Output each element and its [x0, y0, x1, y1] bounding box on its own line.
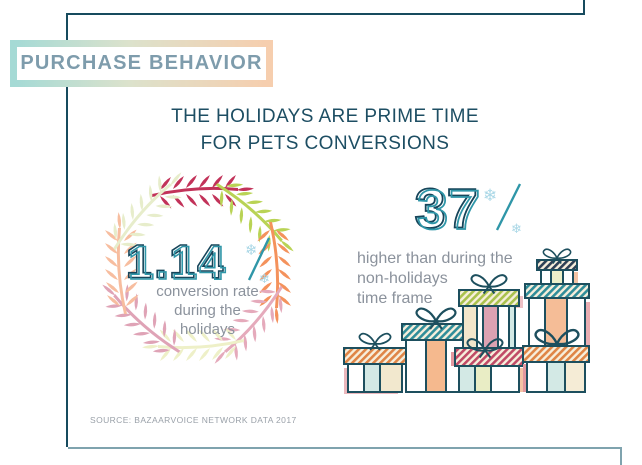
caption-line: holidays	[179, 321, 236, 338]
stat-left-number: 1.14 1.14 ❄ ❄	[125, 234, 271, 290]
snowflake-icon: ❄	[245, 241, 258, 259]
section-badge: PURCHASE BEHAVIOR	[10, 40, 273, 87]
caption-line: conversion rate	[156, 283, 259, 300]
stat-right-number-graphic: 37 37 ❄ ❄	[414, 176, 522, 242]
frame-left-line	[66, 13, 68, 447]
frame-top-line	[66, 13, 584, 15]
page-title-line2: FOR PETS CONVERSIONS	[200, 133, 450, 154]
page-title-line1: THE HOLIDAYS ARE PRIME TIME	[171, 106, 479, 127]
wreath-graphic: 1.14 1.14 ❄ ❄	[85, 158, 315, 380]
stat-right-number: 37 37 ❄ ❄	[414, 176, 522, 242]
stat-left-value-outline: 1.14	[126, 235, 225, 288]
section-badge-label: PURCHASE BEHAVIOR	[20, 52, 263, 74]
caption-line: during the	[174, 302, 241, 319]
gift-stacks-graphic	[343, 248, 590, 394]
gift-stack-1	[343, 332, 407, 394]
caption-line: higher than during the	[357, 250, 513, 267]
gift-stack-4	[522, 248, 590, 393]
snowflake-icon: ❄	[511, 222, 522, 237]
snowflake-icon: ❄	[483, 186, 497, 206]
frame-bottom-line	[68, 447, 622, 449]
percent-slash	[247, 237, 271, 281]
stat-right-value-outline: 37	[415, 177, 479, 240]
gift-stack-3	[451, 274, 524, 393]
stat-right-value: 37	[417, 178, 481, 241]
caption-line: non-holidays	[357, 270, 448, 287]
frame-top-right-stub	[583, 0, 585, 15]
percent-slash	[495, 183, 522, 231]
stat-left-value: 1.14	[128, 236, 227, 289]
snowflake-icon: ❄	[259, 272, 270, 287]
page-title: THE HOLIDAYS ARE PRIME TIME FOR PETS CON…	[150, 103, 500, 157]
stat-right-caption: higher than during the non-holidays time…	[357, 249, 537, 309]
frame-bottom-right-stub	[620, 447, 622, 465]
source-attribution: SOURCE: BAZAARVOICE NETWORK DATA 2017	[90, 415, 297, 425]
caption-line: time frame	[357, 290, 433, 307]
stat-left-caption: conversion rate during the holidays	[135, 282, 280, 339]
